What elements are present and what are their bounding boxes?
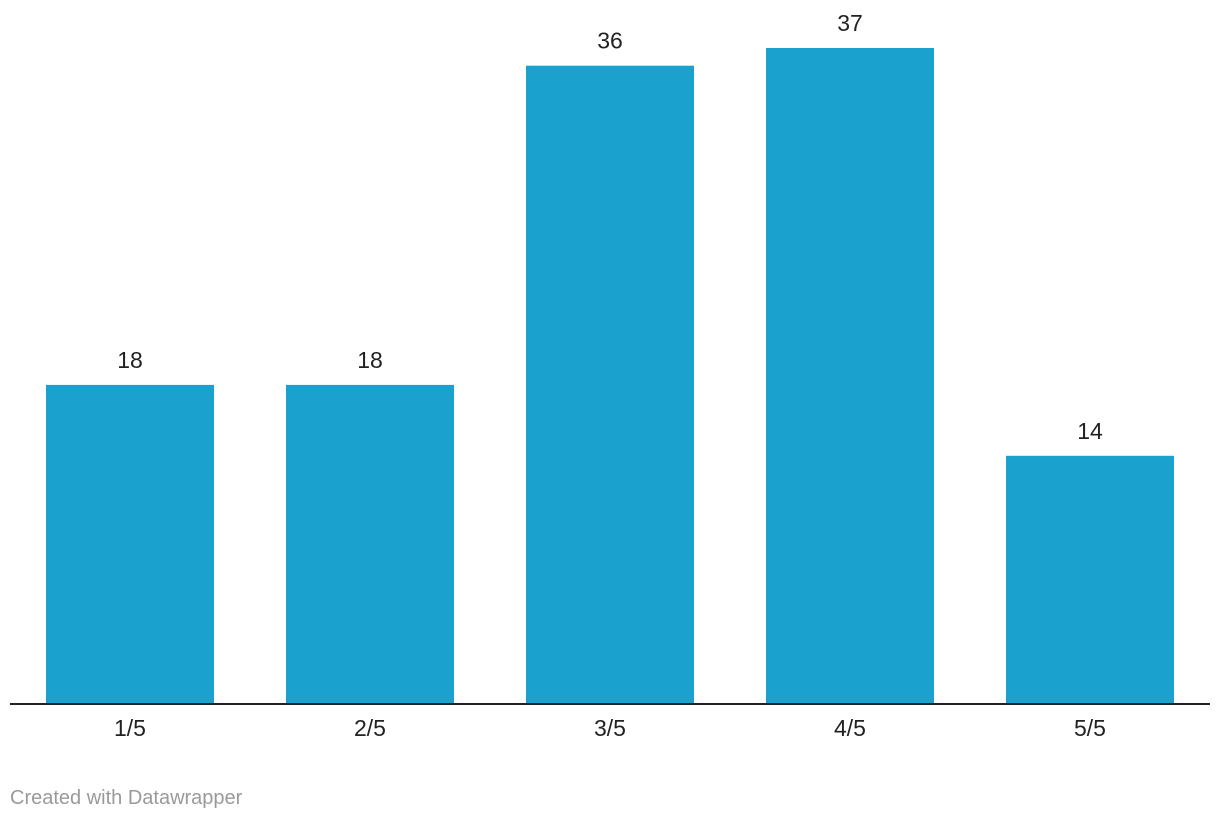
bars-group [46, 48, 1174, 704]
x-tick-label-1: 1/5 [114, 715, 146, 741]
value-label-3: 36 [597, 28, 623, 54]
value-label-1: 18 [117, 347, 143, 373]
x-tick-labels-group: 1/5 2/5 3/5 4/5 5/5 [114, 715, 1106, 741]
x-tick-label-5: 5/5 [1074, 715, 1106, 741]
bar-5 [1006, 455, 1174, 704]
bar-2 [286, 384, 454, 704]
value-labels-group: 18 18 36 37 14 [117, 10, 1103, 444]
bar-3 [526, 65, 694, 704]
datawrapper-credit: Created with Datawrapper [10, 787, 243, 809]
x-tick-label-3: 3/5 [594, 715, 626, 741]
x-tick-label-2: 2/5 [354, 715, 386, 741]
value-label-4: 37 [837, 10, 863, 36]
x-tick-label-4: 4/5 [834, 715, 866, 741]
bar-4 [766, 48, 934, 704]
value-label-5: 14 [1077, 418, 1103, 444]
value-label-2: 18 [357, 347, 383, 373]
bar-1 [46, 384, 214, 704]
